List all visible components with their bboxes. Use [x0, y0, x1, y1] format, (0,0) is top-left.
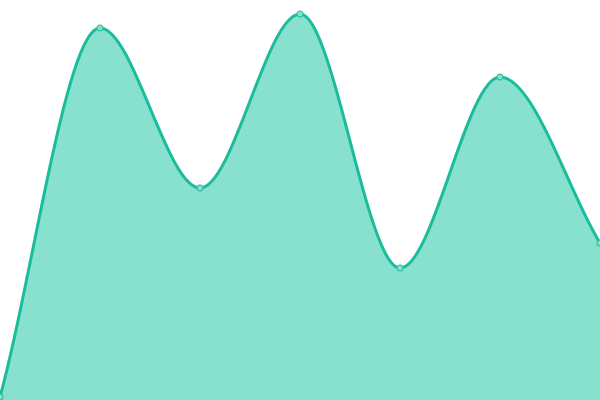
data-point: [496, 73, 504, 81]
data-points: [0, 10, 600, 400]
data-point: [396, 264, 404, 272]
area-fill: [0, 14, 600, 400]
data-point: [296, 10, 304, 18]
data-point: [0, 393, 4, 400]
data-point: [196, 184, 204, 192]
data-point: [96, 24, 104, 32]
data-point: [596, 239, 600, 247]
